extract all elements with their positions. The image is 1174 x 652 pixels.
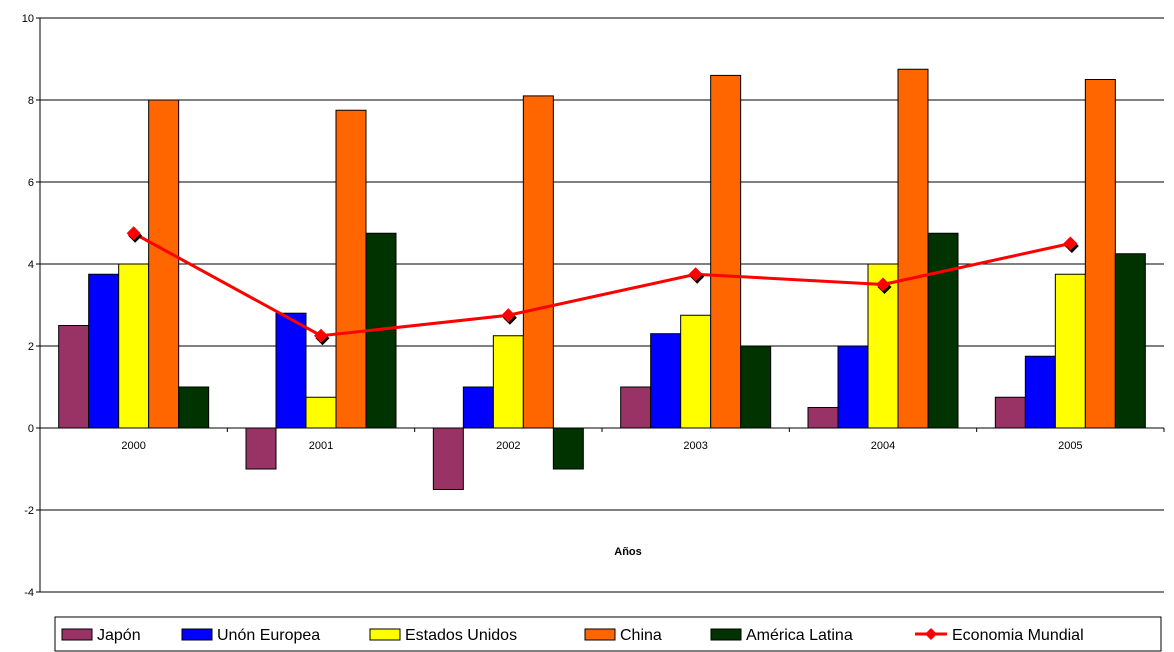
bar bbox=[492, 335, 524, 429]
bar bbox=[740, 345, 772, 429]
y-tick-label: 10 bbox=[22, 13, 34, 25]
y-axis-ticks: -4 -2 0 2 4 6 8 10 bbox=[22, 13, 40, 599]
line-series bbox=[126, 226, 1079, 346]
bar bbox=[118, 263, 150, 429]
bar bbox=[522, 95, 554, 429]
x-tick-label: 2001 bbox=[309, 440, 333, 452]
bar bbox=[148, 99, 180, 429]
legend-label: Estados Unidos bbox=[405, 627, 517, 644]
bar bbox=[552, 427, 584, 470]
bar bbox=[335, 109, 367, 429]
bar bbox=[432, 427, 464, 490]
data-point bbox=[876, 277, 890, 292]
bar bbox=[1054, 273, 1086, 429]
bar bbox=[897, 68, 929, 429]
bar bbox=[305, 396, 337, 429]
bar bbox=[994, 396, 1026, 429]
y-tick-label: 0 bbox=[28, 423, 34, 435]
legend-label: Japón bbox=[97, 627, 141, 644]
legend-label: América Latina bbox=[746, 627, 853, 644]
x-axis-title: Años bbox=[614, 546, 642, 558]
bar bbox=[650, 333, 682, 429]
x-tick-label: 2005 bbox=[1058, 440, 1082, 452]
x-tick-label: 2000 bbox=[121, 440, 145, 452]
bar bbox=[275, 312, 307, 429]
data-point bbox=[126, 226, 141, 241]
bar bbox=[462, 386, 494, 429]
legend-swatch bbox=[181, 628, 213, 641]
legend-swatch bbox=[61, 628, 93, 641]
data-point bbox=[314, 328, 328, 343]
data-point bbox=[1063, 236, 1078, 251]
legend-swatch bbox=[710, 628, 742, 641]
bar bbox=[837, 345, 869, 429]
y-tick-label: 6 bbox=[28, 177, 34, 189]
legend: Japón Unón Europea Estados Unidos China Amér… bbox=[54, 616, 1162, 652]
y-tick-label: -4 bbox=[24, 587, 34, 599]
y-tick-label: 4 bbox=[28, 259, 34, 271]
legend-swatch bbox=[369, 628, 401, 641]
grid-lines bbox=[40, 17, 1164, 593]
y-tick-label: 8 bbox=[28, 95, 34, 107]
bar bbox=[710, 74, 742, 429]
x-axis-ticks: 2000 2001 2002 2003 2004 2005 bbox=[39, 428, 1165, 452]
x-tick-label: 2003 bbox=[683, 440, 707, 452]
y-tick-label: -2 bbox=[24, 505, 34, 517]
bars bbox=[58, 68, 1146, 490]
bar bbox=[807, 407, 839, 429]
bar bbox=[178, 386, 210, 429]
x-tick-label: 2004 bbox=[871, 440, 895, 452]
bar bbox=[680, 314, 712, 429]
series-line bbox=[132, 231, 1071, 338]
legend-label: China bbox=[620, 627, 662, 644]
bar bbox=[245, 427, 277, 470]
bar bbox=[1114, 253, 1146, 429]
bar bbox=[58, 325, 90, 429]
legend-swatch bbox=[584, 628, 616, 641]
bar bbox=[620, 386, 652, 429]
bar bbox=[88, 273, 120, 429]
legend-marker bbox=[925, 628, 937, 640]
bar bbox=[1024, 355, 1056, 429]
axes bbox=[39, 18, 1164, 592]
bar bbox=[927, 232, 959, 429]
legend-label: Economia Mundial bbox=[952, 627, 1084, 644]
x-tick-label: 2002 bbox=[496, 440, 520, 452]
data-point bbox=[688, 267, 703, 282]
y-tick-label: 2 bbox=[28, 341, 34, 353]
bar bbox=[1084, 79, 1116, 429]
legend-label: Unón Europea bbox=[217, 627, 320, 644]
data-point bbox=[501, 308, 516, 323]
